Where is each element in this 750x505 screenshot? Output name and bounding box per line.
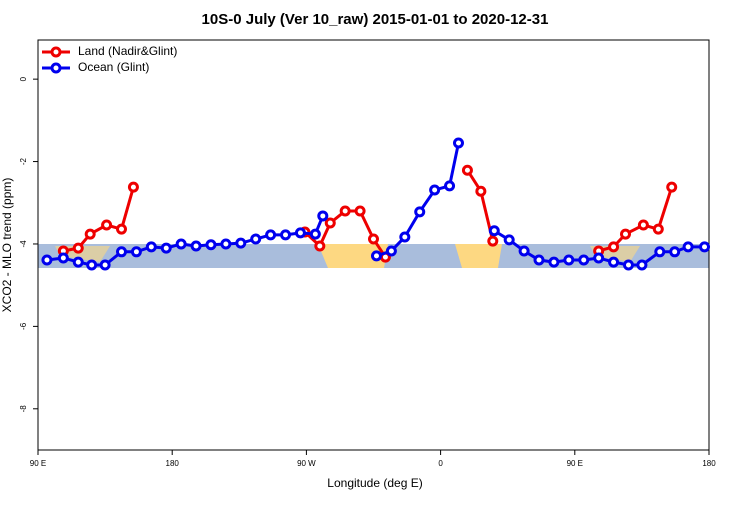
point: [654, 246, 666, 258]
point: [563, 254, 575, 266]
point: [265, 229, 277, 241]
point: [682, 241, 694, 253]
point: [317, 210, 329, 222]
point: [127, 181, 139, 193]
point: [608, 241, 620, 253]
point: [461, 164, 473, 176]
x-tick-label: 180: [166, 459, 180, 468]
point: [175, 238, 187, 250]
point: [622, 259, 634, 271]
point: [548, 256, 560, 268]
x-tick-label: 90 E: [567, 459, 583, 468]
point: [444, 180, 456, 192]
land-patch: [318, 244, 388, 268]
point: [86, 259, 98, 271]
point: [235, 237, 247, 249]
point: [475, 185, 487, 197]
point: [294, 227, 306, 239]
point: [666, 181, 678, 193]
chart-title: 10S-0 July (Ver 10_raw) 2015-01-01 to 20…: [202, 11, 549, 28]
legend-label: Ocean (Glint): [78, 60, 149, 74]
y-tick-label: -4: [19, 240, 28, 248]
point: [518, 245, 530, 257]
x-tick-label: 0: [438, 459, 443, 468]
point: [99, 259, 111, 271]
point: [487, 235, 499, 247]
point: [72, 256, 84, 268]
point: [116, 223, 128, 235]
legend-label: Land (Nadir&Glint): [78, 44, 177, 58]
point: [309, 228, 321, 240]
point: [354, 205, 366, 217]
y-tick-label: 0: [19, 76, 28, 81]
y-axis-label: XCO2 - MLO trend (ppm): [0, 178, 14, 313]
point: [339, 205, 351, 217]
point: [636, 259, 648, 271]
point: [452, 137, 464, 149]
point: [608, 256, 620, 268]
point: [699, 241, 711, 253]
x-axis-label: Longitude (deg E): [327, 476, 422, 490]
point: [503, 234, 515, 246]
legend-marker: [50, 62, 62, 74]
point: [652, 223, 664, 235]
x-tick-label: 90 W: [297, 459, 316, 468]
point: [370, 250, 382, 262]
point: [399, 231, 411, 243]
point: [533, 254, 545, 266]
y-tick-label: -6: [19, 322, 28, 330]
point: [280, 229, 292, 241]
point: [637, 219, 649, 231]
point: [314, 240, 326, 252]
land-patch: [455, 244, 502, 268]
point: [385, 245, 397, 257]
point: [619, 228, 631, 240]
point: [190, 240, 202, 252]
point: [250, 233, 262, 245]
point: [145, 241, 157, 253]
point: [368, 233, 379, 245]
x-tick-label: 180: [702, 459, 716, 468]
point: [414, 206, 426, 218]
y-tick-label: -8: [19, 405, 28, 413]
y-tick-label: -2: [19, 157, 28, 165]
point: [57, 252, 69, 264]
point: [130, 246, 142, 258]
x-tick-label: 90 E: [30, 459, 46, 468]
point: [488, 225, 500, 237]
point: [429, 184, 441, 196]
legend-marker: [50, 46, 62, 58]
point: [116, 246, 128, 258]
point: [101, 219, 113, 231]
point: [205, 239, 217, 251]
point: [324, 217, 336, 229]
point: [593, 252, 605, 264]
point: [84, 228, 96, 240]
point: [41, 254, 53, 266]
point: [220, 238, 232, 250]
point: [669, 246, 681, 258]
point: [72, 242, 84, 254]
point: [160, 242, 172, 254]
point: [578, 254, 590, 266]
